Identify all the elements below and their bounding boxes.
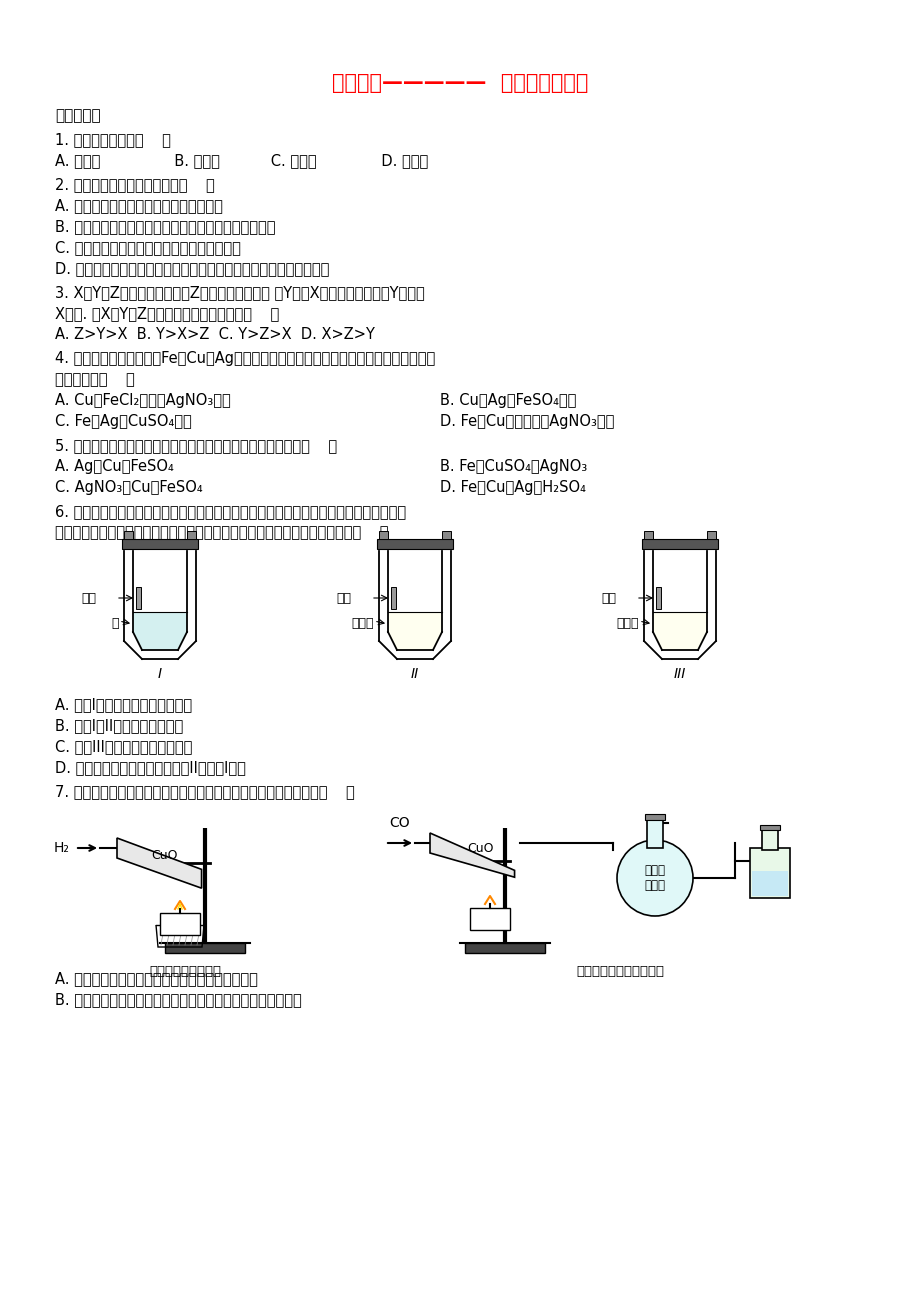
Text: I: I [158,667,162,681]
Polygon shape [133,612,187,650]
Text: A. 装置I的铁钉这一侧的液面上升: A. 装置I的铁钉这一侧的液面上升 [55,697,192,712]
Text: CuO: CuO [467,842,493,855]
Text: 6. 某同学为研究金属腐蚀的条件，用细尼龙线将三根大小相同的铁钉分别固定在下图所示: 6. 某同学为研究金属腐蚀的条件，用细尼龙线将三根大小相同的铁钉分别固定在下图所… [55,504,405,519]
Text: C. 黄铜片和铜片相互刻划，只有铜片上有划痕: C. 黄铜片和铜片相互刻划，只有铜片上有划痕 [55,240,241,255]
Bar [655,587,660,609]
Bar [761,829,777,850]
Bar [187,531,196,539]
Bar [391,587,395,609]
Text: 铁钉: 铁钉 [335,591,351,604]
Text: 4. 某化学兴趣小组为测定Fe、Cu、Ag三种金属的活动性顺序，选用下列各组试剂，你认为: 4. 某化学兴趣小组为测定Fe、Cu、Ag三种金属的活动性顺序，选用下列各组试剂… [55,352,435,366]
Bar [160,913,199,935]
Text: 铁钉: 铁钉 [600,591,616,604]
Text: 2. 下列实验现象描述正确的是（    ）: 2. 下列实验现象描述正确的是（ ） [55,177,214,191]
Text: 7. 氢气和一氧化碳还原氧化铜的实验装置如下，有关说法错误的是（    ）: 7. 氢气和一氧化碳还原氧化铜的实验装置如下，有关说法错误的是（ ） [55,784,355,799]
Bar [646,820,663,848]
Bar [749,848,789,898]
Bar [759,825,779,829]
Text: C. Fe、Ag、CuSO₄溶液: C. Fe、Ag、CuSO₄溶液 [55,414,191,428]
Text: D. 比较铁钉这一侧的液面，装置II比装置I的高: D. 比较铁钉这一侧的液面，装置II比装置I的高 [55,760,245,775]
Text: 3. X、Y、Z三种金属中，只有Z不能和稀盐酸反应 将Y放入X的化合物溶液中，Y表面有: 3. X、Y、Z三种金属中，只有Z不能和稀盐酸反应 将Y放入X的化合物溶液中，Y… [55,285,425,299]
Text: A. 实验时都应该先通入气体后加热，防止发生爆炸: A. 实验时都应该先通入气体后加热，防止发生爆炸 [55,971,257,986]
Bar [751,871,788,896]
Circle shape [617,840,692,917]
Bar [706,531,715,539]
Bar [124,531,133,539]
Text: A. Cu、FeCl₂溶液，AgNO₃溶液: A. Cu、FeCl₂溶液，AgNO₃溶液 [55,393,231,408]
Text: III: III [673,667,686,681]
Bar [377,539,452,549]
Text: B. 电解水的实验中负极产生的气体使带火星的木条复燃: B. 电解水的实验中负极产生的气体使带火星的木条复燃 [55,219,275,234]
Text: X析出. 则X、Y、Z三种金属的活动性顺序为（    ）: X析出. 则X、Y、Z三种金属的活动性顺序为（ ） [55,306,279,322]
Text: 甲、氢气还原氧化铜: 甲、氢气还原氧化铜 [149,965,221,978]
Text: 基础实验—————  常见金属的性质: 基础实验————— 常见金属的性质 [332,73,587,92]
Bar [379,531,388,539]
Text: 1. 氧化钙的俗名是（    ）: 1. 氧化钙的俗名是（ ） [55,132,171,147]
Polygon shape [429,833,514,878]
Text: C. AgNO₃、Cu、FeSO₄: C. AgNO₃、Cu、FeSO₄ [55,480,202,495]
Text: B. 装置I、II中的铁钉都被腐蚀: B. 装置I、II中的铁钉都被腐蚀 [55,717,183,733]
Text: 不可行的是（    ）: 不可行的是（ ） [55,372,134,387]
Text: CO: CO [390,816,410,829]
Bar [643,531,652,539]
Bar [644,814,664,820]
Bar [641,539,717,549]
Polygon shape [652,612,706,650]
Text: 澄清的
石灰水: 澄清的 石灰水 [644,865,664,892]
Bar [470,907,509,930]
Text: H₂: H₂ [54,841,70,855]
Text: A. 苛性钠                B. 生石灰           C. 消石灰              D. 大理石: A. 苛性钠 B. 生石灰 C. 消石灰 D. 大理石 [55,154,427,168]
Bar [165,943,244,953]
Text: B. Fe、CuSO₄、AgNO₃: B. Fe、CuSO₄、AgNO₃ [439,460,586,474]
Bar [441,531,450,539]
Bar [122,539,198,549]
Text: 乙、一氧化碳还原氧化铜: 乙、一氧化碳还原氧化铜 [575,965,664,978]
Text: 的三个液面高度相同的装置中，放置一星期后观察现象，下列描述不正确的是（    ）: 的三个液面高度相同的装置中，放置一星期后观察现象，下列描述不正确的是（ ） [55,525,388,540]
Text: D. Fe、Cu、Ag、H₂SO₄: D. Fe、Cu、Ag、H₂SO₄ [439,480,585,495]
Text: II: II [411,667,419,681]
Text: 铁钉: 铁钉 [81,591,96,604]
Text: 5. 验证铁、铜、银的金属活动性，下列各组药品能达到目的是（    ）: 5. 验证铁、铜、银的金属活动性，下列各组药品能达到目的是（ ） [55,437,336,453]
Text: B. Cu、Ag、FeSO₄溶液: B. Cu、Ag、FeSO₄溶液 [439,393,575,408]
Text: A. Ag、Cu、FeSO₄: A. Ag、Cu、FeSO₄ [55,460,174,474]
Text: D. Fe、Cu、稀硫酸，AgNO₃溶液: D. Fe、Cu、稀硫酸，AgNO₃溶液 [439,414,614,428]
Text: D. 生石灰加入一定体积的水，白色固体变成白色浆液，吸收大量的热: D. 生石灰加入一定体积的水，白色固体变成白色浆液，吸收大量的热 [55,260,329,276]
Text: 水: 水 [111,617,119,630]
Polygon shape [117,838,201,888]
Polygon shape [388,612,441,650]
Text: 浓硫酸: 浓硫酸 [616,617,639,630]
Text: B. 两者都可以通过观察黑色固体颜色的变化判断反应是否发生: B. 两者都可以通过观察黑色固体颜色的变化判断反应是否发生 [55,992,301,1006]
Text: 浓盐酸: 浓盐酸 [351,617,374,630]
Bar [136,587,141,609]
Bar [464,943,544,953]
Text: A. Z>Y>X  B. Y>X>Z  C. Y>Z>X  D. X>Z>Y: A. Z>Y>X B. Y>X>Z C. Y>Z>X D. X>Z>Y [55,327,374,342]
Text: A. 硫在空气中燃烧发出明亮的蓝紫色火焰: A. 硫在空气中燃烧发出明亮的蓝紫色火焰 [55,198,222,214]
Text: C. 装置III中的铁钉几乎没被腐蚀: C. 装置III中的铁钉几乎没被腐蚀 [55,740,192,754]
Text: CuO: CuO [151,849,177,862]
Text: 一．选择题: 一．选择题 [55,108,100,122]
